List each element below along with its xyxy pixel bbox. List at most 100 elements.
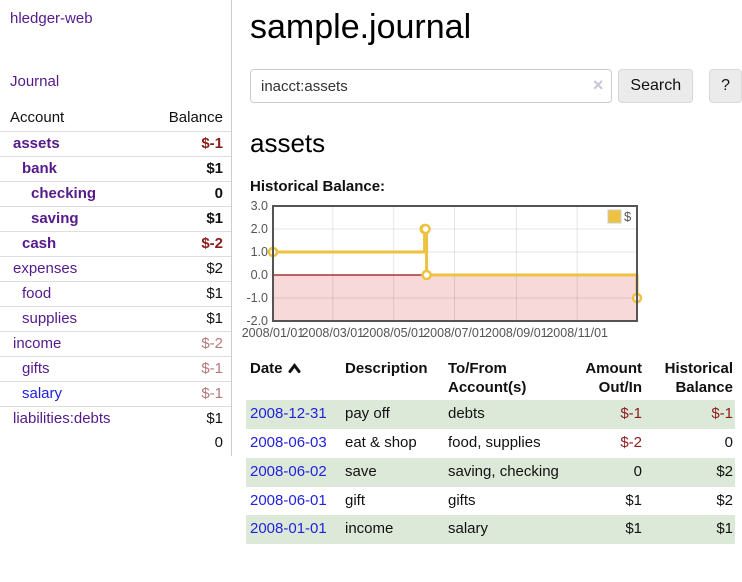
transaction-amount: 0 [633,462,642,480]
register-header-date[interactable]: Date [246,356,341,400]
sidebar-account-link[interactable]: salary [22,385,63,402]
account-row: saving $1 [0,206,231,232]
transaction-date-link[interactable]: 2008-06-01 [250,491,327,509]
account-balance: $1 [147,406,231,431]
sidebar-account-link[interactable]: assets [13,135,60,152]
accounts-header-account: Account [0,105,148,132]
transaction-balance: $1 [716,520,733,538]
svg-text:2008/07/01: 2008/07/01 [423,326,486,340]
page-title: sample.journal [250,8,472,46]
account-row: expenses $2 [0,256,231,282]
account-row: cash $-2 [0,231,231,257]
clear-search-icon[interactable]: × [592,75,604,95]
sidebar-account-link[interactable]: checking [31,185,97,202]
transaction-amount: $1 [625,520,642,538]
transaction-accounts: debts [448,405,485,423]
sidebar-item-journal[interactable]: Journal [10,73,60,90]
svg-text:2008/09/01: 2008/09/01 [485,326,548,340]
transaction-accounts: food, supplies [448,434,541,452]
account-balance: $2 [147,256,231,282]
svg-text:2.0: 2.0 [251,222,268,236]
transaction-balance: $2 [716,462,733,480]
transaction-row: 2008-06-02 save saving, checking 0 $2 [246,457,735,487]
transaction-row: 2008-06-01 gift gifts $1 $2 [246,487,735,516]
account-row: supplies $1 [0,306,231,332]
transaction-description: income [345,520,394,538]
transaction-description: save [345,462,377,480]
sidebar-account-link[interactable]: gifts [22,360,50,377]
account-balance: $-1 [201,135,223,152]
transaction-amount: $-2 [620,434,642,452]
transaction-row: 2008-06-03 eat & shop food, supplies $-2 0 [246,429,735,458]
account-balance: $1 [147,306,231,332]
transaction-balance: 0 [724,434,733,452]
account-balance: 0 [147,181,231,207]
register-header-balance: Historical Balance [664,360,733,397]
accounts-total-balance: 0 [214,434,223,451]
svg-text:2008/11/01: 2008/11/01 [546,326,608,340]
account-row: checking 0 [0,181,231,207]
sort-ascending-icon [288,360,301,379]
transaction-date-link[interactable]: 2008-06-03 [250,434,327,452]
svg-text:2008/03/01: 2008/03/01 [302,326,365,340]
sidebar-account-link[interactable]: food [22,285,52,302]
register-table: Date Description To/From Account(s) Amou… [246,356,735,545]
account-balance: $1 [147,206,231,232]
app-title-link[interactable]: hledger-web [10,10,93,27]
historical-balance-chart[interactable]: 3.0 2.0 1.0 0.0 -1.0 -2.0 2008/01/01 2008/03/01… [242,199,653,344]
account-row: salary $-1 [0,381,231,407]
account-row: bank $1 [0,156,231,182]
sidebar-account-link[interactable]: expenses [13,260,78,277]
account-balance: $1 [147,281,231,307]
account-balance: $1 [147,156,231,182]
sidebar-account-link[interactable]: cash [22,235,57,252]
account-row: liabilities:debts $1 [0,406,231,431]
transaction-accounts: gifts [448,491,476,509]
sidebar-account-link[interactable]: saving [31,210,79,227]
transaction-amount: $-1 [620,405,642,423]
svg-text:1.0: 1.0 [251,245,268,259]
search-button[interactable]: Search [618,69,694,103]
account-row: income $-2 [0,331,231,357]
sidebar: hledger-web Journal Account Balance asse… [0,0,232,456]
transaction-balance: $-1 [711,405,733,423]
main-content: sample.journal × Search ? assets Histori… [242,0,742,545]
svg-text:2008/05/01: 2008/05/01 [362,326,425,340]
account-balance: $-2 [147,331,231,357]
transaction-row: 2008-12-31 pay off debts $-1 $-1 [246,400,735,430]
transaction-date-link[interactable]: 2008-12-31 [250,405,327,423]
account-row: gifts $-1 [0,356,231,382]
chart-legend-label: $ [624,209,632,224]
transaction-accounts: salary [448,520,489,538]
account-heading: assets [250,128,326,158]
accounts-table: Account Balance assets $-1 bank $1 checking 0… [0,105,231,454]
chart-title: Historical Balance: [250,178,386,195]
register-header-amount: Amount Out/In [585,360,642,397]
transaction-balance: $2 [716,491,733,509]
accounts-header-balance: Balance [147,105,231,132]
transaction-date-link[interactable]: 2008-06-02 [250,462,327,480]
transaction-description: eat & shop [345,434,417,452]
svg-text:2008/01/01: 2008/01/01 [242,326,305,340]
help-button[interactable]: ? [709,69,742,103]
register-header-description: Description [345,360,428,377]
search-input[interactable] [250,69,613,103]
sidebar-account-link[interactable]: liabilities:debts [13,410,111,427]
sidebar-account-link[interactable]: supplies [22,310,78,327]
account-balance: $-1 [147,381,231,407]
transaction-accounts: saving, checking [448,462,559,480]
sidebar-account-link[interactable]: bank [22,160,58,177]
svg-text:-1.0: -1.0 [246,291,268,305]
sidebar-account-link[interactable]: income [13,335,62,352]
svg-text:-2.0: -2.0 [246,314,268,328]
accounts-total-row: 0 [0,431,231,454]
account-row: assets $-1 [0,132,231,157]
transaction-date-link[interactable]: 2008-01-01 [250,520,327,538]
account-balance: $-1 [147,356,231,382]
svg-text:3.0: 3.0 [251,199,268,213]
transaction-amount: $1 [625,491,642,509]
transaction-row: 2008-01-01 income salary $1 $1 [246,515,735,545]
register-header-accounts: To/From Account(s) [448,360,527,397]
transaction-description: pay off [345,405,390,423]
transaction-description: gift [345,491,366,509]
